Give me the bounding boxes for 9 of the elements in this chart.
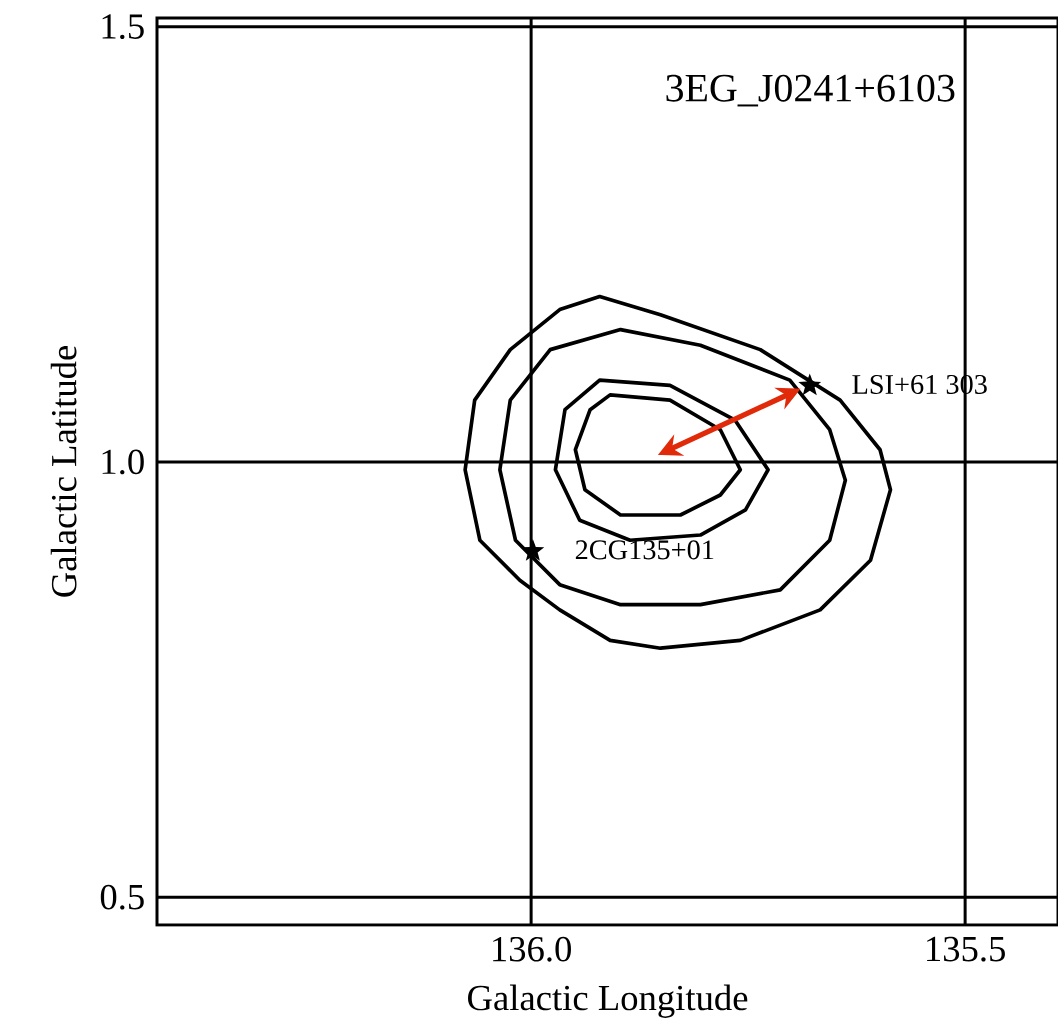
y-tick-label: 1.0 [102, 449, 144, 475]
x-tick-label: 135.5 [927, 936, 1005, 962]
text: 3EG_J0241+6103 [666, 74, 955, 107]
x-axis-title: Galactic Longitude [468, 984, 748, 1018]
y-axis-title: Galactic Latitude [50, 346, 77, 597]
y-tick-label: 1.5 [102, 14, 144, 40]
annotation: 2CG135+01 [575, 540, 714, 560]
x-tick-label: 136.0 [493, 936, 571, 962]
y-tick-label: 0.5 [100, 884, 144, 910]
